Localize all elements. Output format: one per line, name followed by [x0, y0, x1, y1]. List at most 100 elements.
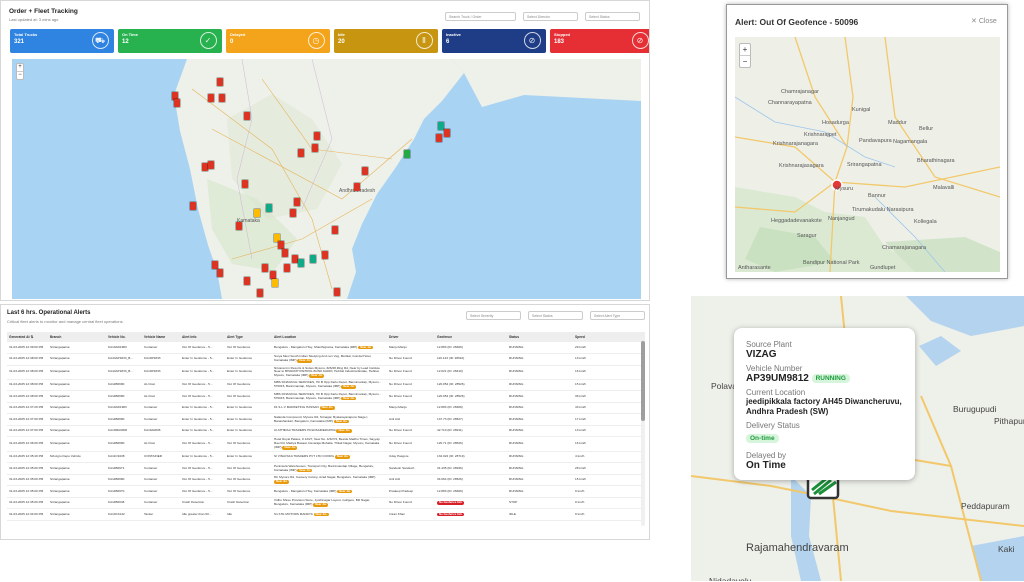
- cell-vehicle-name: CONTAINER: [142, 451, 180, 464]
- truck-map-marker[interactable]: [310, 255, 316, 263]
- truck-map-marker[interactable]: [312, 144, 318, 152]
- column-header: Alert Type: [225, 332, 272, 342]
- table-row[interactable]: 31-03-2025 12:35:00 PM Srirangapatna KA11B…: [7, 474, 645, 487]
- stat-card-total-trucks[interactable]: Total Trucks 321 ⛟: [10, 29, 114, 53]
- truck-map-marker[interactable]: [334, 288, 340, 296]
- location-tag: Near Jio: [313, 502, 329, 507]
- geofence-zoom-in-button[interactable]: +: [740, 44, 750, 56]
- stat-card-on-time[interactable]: On Time 12 ✓: [118, 29, 222, 53]
- truck-map-marker[interactable]: [262, 264, 268, 272]
- table-row[interactable]: 31-03-2025 12:35:40 PM MA Agro Depo Vehic…: [7, 451, 645, 464]
- column-header[interactable]: Generated At ⇅: [7, 332, 48, 342]
- truck-map-marker[interactable]: [190, 202, 196, 210]
- truck-map-marker[interactable]: [208, 161, 214, 169]
- table-row[interactable]: 31-03-2025 12:38:00 PM Srirangapatna KA44A…: [7, 353, 645, 366]
- truck-map-marker[interactable]: [290, 209, 296, 217]
- truck-map-marker[interactable]: [294, 198, 300, 206]
- column-header: Alert Location: [272, 332, 387, 342]
- truck-map-marker[interactable]: [208, 94, 214, 102]
- truck-map-marker[interactable]: [266, 204, 272, 212]
- table-row[interactable]: 31-03-2025 12:37:29 PM Srirangapatna KA10A…: [7, 402, 645, 415]
- table-row[interactable]: 31-03-2025 12:38:00 PM Srirangapatna KA11B…: [7, 390, 645, 403]
- table-row[interactable]: 31-03-2025 12:36:00 PM Srirangapatna KA11B…: [7, 436, 645, 452]
- map-place-label: Chamarajanagara: [882, 245, 927, 251]
- zoom-out-button[interactable]: −: [18, 72, 22, 78]
- truck-map-marker[interactable]: [244, 277, 250, 285]
- truck-map-marker[interactable]: [172, 92, 178, 100]
- truck-map-marker[interactable]: [278, 241, 284, 249]
- table-row[interactable]: 31-03-2025 12:34:00 PM Srirangapatna KA10C…: [7, 508, 645, 521]
- truck-map-marker[interactable]: [292, 255, 298, 263]
- table-row[interactable]: 31-03-2025 12:38:00 PM Srirangapatna KA11B…: [7, 379, 645, 392]
- truck-map-marker[interactable]: [282, 249, 288, 257]
- table-row[interactable]: 31-03-2025 12:37:00 PM Srirangapatna KA10M…: [7, 425, 645, 438]
- truck-map-marker[interactable]: [284, 264, 290, 272]
- table-row[interactable]: 31-03-2025 12:38:00 PM Srirangapatna KA44A…: [7, 365, 645, 380]
- search-input[interactable]: Search Truck / Order: [445, 12, 516, 21]
- stat-card-inactive[interactable]: Inactive 6 ⊘: [442, 29, 546, 53]
- cell-geofence: 120.71 (ID: 28526): [435, 436, 507, 452]
- map-place-label: Peddapuram: [961, 501, 1010, 511]
- truck-map-marker[interactable]: [436, 134, 442, 142]
- truck-map-marker[interactable]: [314, 132, 320, 140]
- truck-map-marker[interactable]: [332, 226, 338, 234]
- truck-map-marker[interactable]: [242, 180, 248, 188]
- truck-map-marker[interactable]: [322, 251, 328, 259]
- location-tag: Near Jio: [319, 405, 335, 411]
- truck-map-marker[interactable]: [217, 78, 223, 86]
- map-place-label: Nidadavolu: [709, 576, 752, 581]
- geofence-map[interactable]: Chamrajanagar Channarayapatna Kunigal Hosad…: [735, 37, 1000, 272]
- table-row[interactable]: 31-03-2025 12:37:00 PM Srirangapatna KA11B…: [7, 413, 645, 426]
- geofence-value: 120.71 (ID: 28526): [437, 441, 463, 446]
- truck-map-marker[interactable]: [438, 122, 444, 130]
- truck-map-marker[interactable]: [254, 209, 260, 217]
- table-row[interactable]: 31-03-2025 12:35:00 PM Srirangapatna KA11B…: [7, 485, 645, 498]
- stat-card-idle[interactable]: Idle 20 Ⅱ: [334, 29, 438, 53]
- geofence-value: 12.021 (ID: 26610): [437, 369, 463, 374]
- location-tag: Near Jio: [297, 358, 313, 364]
- map-place-label: Bharathinagara: [917, 158, 955, 164]
- location-tag: Near Jio: [358, 344, 374, 350]
- geofence-zoom-out-button[interactable]: −: [742, 57, 748, 66]
- stat-card-stopped[interactable]: Stopped 183 ⊘: [550, 29, 649, 53]
- location-text: Bengaluru - Mangaluru Hwy, Karnataka (IM…: [274, 488, 337, 493]
- table-row[interactable]: 31-03-2025 12:35:00 PM Srirangapatna KA11B…: [7, 497, 645, 510]
- cell-driver: Manju Manju: [387, 402, 435, 415]
- select-alert-type-dropdown[interactable]: Select Alert Type: [590, 311, 645, 320]
- column-header: Speed: [573, 332, 645, 342]
- truck-map-marker[interactable]: [274, 234, 280, 242]
- truck-map-marker[interactable]: [236, 222, 242, 230]
- stat-card-delayed[interactable]: Delayed 0 ◷: [226, 29, 330, 53]
- truck-map-marker[interactable]: [404, 150, 410, 158]
- truck-map-marker[interactable]: [202, 163, 208, 171]
- truck-map-marker[interactable]: [272, 279, 278, 287]
- truck-map-marker[interactable]: [244, 112, 250, 120]
- truck-map-marker[interactable]: [298, 259, 304, 267]
- fleet-map[interactable]: Karnataka Andhra Pradesh + −: [12, 59, 641, 299]
- table-scrollbar[interactable]: [641, 341, 645, 526]
- truck-map-marker[interactable]: [217, 269, 223, 277]
- truck-map-marker[interactable]: [354, 183, 360, 191]
- truck-map-marker[interactable]: [257, 289, 263, 297]
- truck-map-marker[interactable]: [298, 149, 304, 157]
- delayed-by-label: Delayed by: [746, 451, 787, 460]
- scrollbar-thumb[interactable]: [641, 341, 645, 421]
- truck-map-marker[interactable]: [219, 94, 225, 102]
- table-row[interactable]: 31-03-2025 12:35:00 PM Srirangapatna KA11B…: [7, 462, 645, 475]
- cell-branch: MA Agro Depo Vehicle: [48, 451, 106, 464]
- select-director-dropdown[interactable]: Select Director: [523, 12, 578, 21]
- truck-map-marker[interactable]: [270, 271, 276, 279]
- close-button[interactable]: ✕ Close: [971, 17, 997, 25]
- truck-map-marker[interactable]: [174, 99, 180, 107]
- truck-map-marker[interactable]: [444, 129, 450, 137]
- location-tag: Near Jio: [333, 418, 349, 424]
- select-alert-status-dropdown[interactable]: Select Status: [528, 311, 583, 320]
- truck-map-marker[interactable]: [362, 167, 368, 175]
- select-status-dropdown[interactable]: Select Status: [585, 12, 640, 21]
- cell-vehicle-name: KA19P1833: [142, 365, 180, 380]
- table-row[interactable]: 31-03-2025 12:39:00 PM Srirangapatna KA10A…: [7, 342, 645, 354]
- zoom-in-button[interactable]: +: [17, 64, 23, 72]
- cell-geofence: 42.710 (ID: 28911): [435, 425, 507, 438]
- select-severity-dropdown[interactable]: Select Severity: [466, 311, 521, 320]
- truck-map-marker[interactable]: [212, 261, 218, 269]
